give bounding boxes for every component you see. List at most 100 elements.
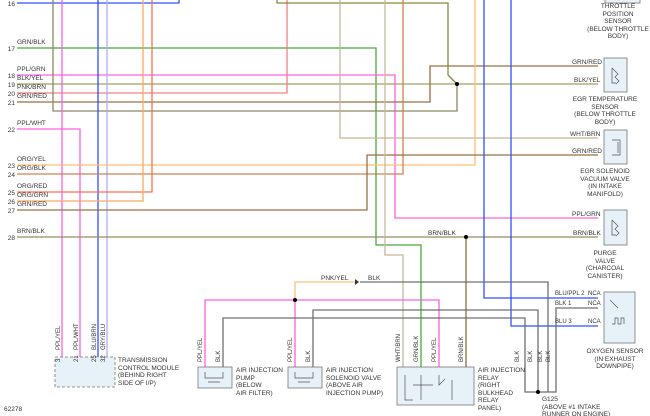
- wire-26-org-grn: [17, 0, 144, 202]
- wire-label: BLU: [17, 0, 30, 2]
- wire-label: ORG/GRN: [17, 192, 49, 199]
- o2-pin-label: BLK 1: [555, 301, 572, 307]
- wire-label: BLK: [546, 350, 552, 362]
- pin-number: 3: [56, 358, 62, 362]
- wire-label: BLK: [306, 350, 312, 362]
- wire-27-grn-red: [17, 154, 598, 211]
- pin-number: 25: [92, 355, 98, 362]
- air-relay-label: AIR INJECTION RELAY (RIGHT BULKHEAD RELA…: [478, 367, 525, 412]
- wire-label: GRN/BLK: [414, 335, 420, 362]
- wire-label: BLK: [216, 350, 222, 362]
- o2-label: OXYGEN SENSOR (IN EXHAUST DOWNPIPE): [586, 348, 644, 370]
- wire-blk-valve: [312, 309, 539, 392]
- wire-blu-o2-3: [510, 0, 598, 327]
- wire-label: BRN/BLK: [428, 230, 456, 237]
- wire-label: PNK/YEL: [321, 275, 349, 282]
- pin-number: 26: [7, 199, 15, 206]
- air-valve-label: AIR INJECTION SOLENOID VALVE (ABOVE AIR …: [326, 367, 384, 397]
- wire-label: GRY/BLU: [101, 323, 107, 350]
- pin-number: 20: [7, 91, 15, 98]
- pin-number: 32: [101, 355, 107, 362]
- wire-label: ORG/YEL: [17, 156, 46, 163]
- wire-label: BLK: [515, 350, 521, 362]
- air-valve-box: [287, 366, 323, 389]
- wire-blk-diode: [360, 281, 549, 392]
- egr-temp-label: EGR TEMPERATURE SENSOR (BELOW THROTTLE B…: [572, 96, 638, 126]
- egr-solenoid-box: [603, 129, 628, 165]
- o2-pin-label: BLU/PPL 2: [555, 291, 585, 297]
- wire-label: BRN/BLK: [17, 228, 45, 235]
- wire-label: PPL/WHT: [17, 120, 46, 127]
- wire-olive-top: [276, 0, 458, 85]
- wire-label: BLK: [538, 350, 544, 362]
- wire-blu-o2-2: [483, 0, 598, 299]
- wire-label: WHT/BRN: [570, 131, 601, 138]
- egr-solenoid-label: EGR SOLENOID VACUUM VALVE (IN INTAKE MAN…: [580, 168, 630, 198]
- wire-wht-brn-relay: [384, 0, 404, 375]
- pin-number: 17: [7, 46, 15, 53]
- pin-number: 27: [7, 208, 15, 215]
- wire-label: GRN/RED: [17, 201, 47, 208]
- wire-16-blu: [17, 0, 180, 4]
- tcm-label: TRANSMISSION CONTROL MODULE (BEHIND RIGH…: [118, 357, 180, 387]
- pin-number: 21: [74, 355, 80, 362]
- wire-blk-o2-1: [538, 307, 598, 393]
- pin-number: 23: [7, 163, 15, 170]
- wire-label: BLK/YEL: [17, 75, 44, 82]
- wire-label: GRN/RED: [17, 93, 47, 100]
- wire-17-grn-blk: [17, 47, 422, 375]
- wire-label: BLU/BRN: [92, 323, 98, 350]
- pin-number: 19: [7, 82, 15, 89]
- wire-label: BLK/YEL: [574, 77, 601, 84]
- wire-blk-pump: [222, 317, 538, 393]
- wire-label: GRN/RED: [572, 148, 602, 155]
- wire-label: ORG/RED: [17, 183, 48, 190]
- nca-label: NCA: [588, 301, 601, 307]
- wire-label: BRN/BLK: [573, 230, 601, 237]
- wire-tan-111: [52, 0, 458, 112]
- wire-24-org-blk: [17, 0, 404, 175]
- wire-label: BRN/BLK: [459, 336, 465, 362]
- nca-label: NCA: [588, 319, 601, 325]
- figure-id: 62278: [4, 406, 23, 413]
- tps-box: [604, 0, 641, 4]
- wire-label: PPL/WHT: [74, 323, 80, 350]
- wire-pnk-yel: [294, 281, 355, 300]
- wire-label: BLK: [528, 350, 534, 362]
- diode-icon: [355, 279, 359, 285]
- wire-22-ppl-wht: [17, 128, 81, 362]
- wire-18-ppl-grn: [17, 74, 598, 219]
- purge-label: PURGE VALVE (CHARCOAL CANISTER): [585, 250, 625, 280]
- o2-box: [603, 291, 636, 344]
- tcm-box: [54, 356, 116, 388]
- wire-label: PPL/YEL: [288, 337, 294, 362]
- tps-label: THROTTLE POSITION SENSOR (BELOW THROTTLE…: [587, 3, 649, 40]
- pin-number: 24: [7, 172, 15, 179]
- air-relay-box: [396, 366, 475, 406]
- pin-number: 21: [7, 100, 15, 107]
- air-pump-box: [197, 366, 233, 389]
- wire-label: PPL/YEL: [198, 337, 204, 362]
- wire-label: BLK: [368, 275, 381, 282]
- pin-number: 28: [7, 235, 15, 242]
- pin-number: 25: [7, 190, 15, 197]
- nca-label: NCA: [588, 291, 601, 297]
- wire-label: PPL/GRN: [17, 66, 46, 73]
- pin-number: 22: [7, 127, 15, 134]
- splice-dots: [293, 82, 540, 394]
- air-pump-label: AIR INJECTION PUMP (BELOW AIR FILTER): [236, 367, 283, 397]
- egr-temp-box: [603, 57, 628, 93]
- purge-box: [603, 209, 628, 246]
- wire-wht-brn-egr: [339, 0, 598, 139]
- wire-21-grn-red: [17, 65, 598, 103]
- pin-number: 16: [7, 1, 15, 8]
- wire-label: PPL/YEL: [56, 325, 62, 350]
- wire-label: GRN/BLK: [17, 39, 46, 46]
- wire-label: ORG/BLK: [17, 165, 46, 172]
- wire-label: GRN/RED: [572, 59, 602, 66]
- wire-label: PNK/BRN: [17, 84, 46, 91]
- g125-label: G125 (ABOVE #1 INTAKE RUNNER ON ENGINE): [542, 396, 611, 416]
- pin-number: 18: [7, 73, 15, 80]
